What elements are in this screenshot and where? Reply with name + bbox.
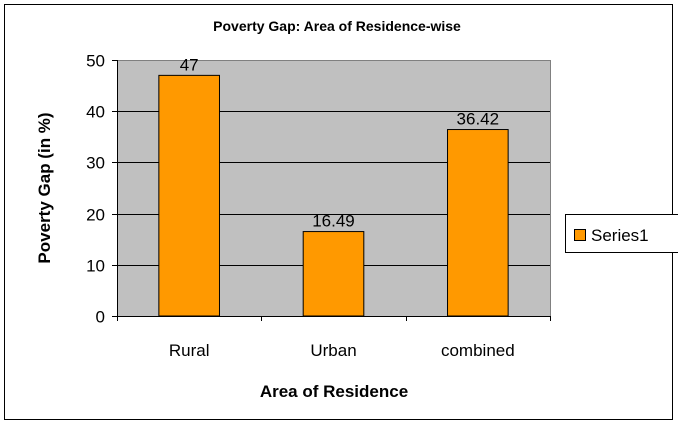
data-label: 36.42	[457, 110, 500, 129]
bar-combined	[447, 129, 509, 317]
labels: 0 10 20 30 40 50 47 Rural 16.49 Urban 36.42 combine…	[86, 52, 515, 361]
bar-rural	[158, 74, 220, 317]
legend-swatch	[574, 229, 586, 241]
bar-urban	[302, 231, 365, 317]
x-tick-label: Rural	[169, 341, 210, 360]
x-tick-label: combined	[441, 341, 515, 360]
y-tick-label: 40	[86, 103, 105, 122]
y-tick-label: 20	[86, 206, 105, 225]
y-tick-label: 30	[86, 154, 105, 173]
legend-label: Series1	[591, 226, 649, 245]
x-axis-title: Area of Residence	[260, 382, 408, 401]
y-tick-label: 50	[86, 52, 105, 71]
y-tick-label: 10	[86, 257, 105, 276]
axes	[112, 60, 551, 321]
y-axis-title: Poverty Gap (in %)	[35, 112, 54, 263]
bars	[158, 74, 509, 317]
data-label: 47	[180, 55, 199, 74]
legend: Series1	[565, 214, 678, 253]
chart-title: Poverty Gap: Area of Residence-wise	[213, 18, 461, 34]
data-label: 16.49	[312, 212, 355, 231]
y-tick-label: 0	[96, 308, 105, 327]
x-tick-label: Urban	[310, 341, 356, 360]
